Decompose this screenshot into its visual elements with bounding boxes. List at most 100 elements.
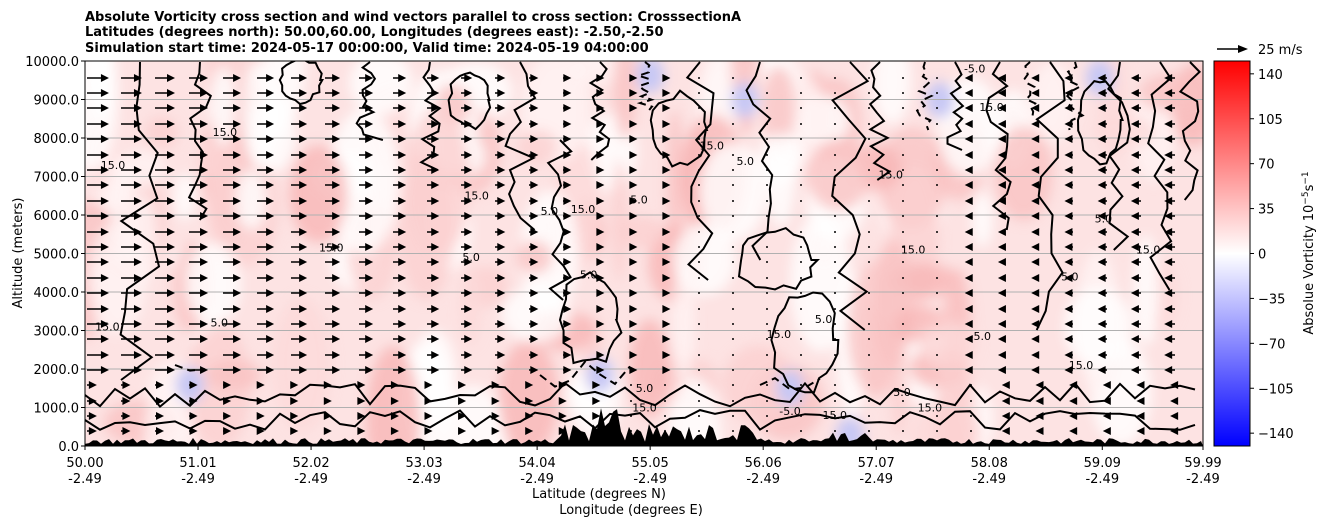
contour-label: 15.0: [1136, 244, 1161, 257]
wind-vector-head: [200, 181, 209, 189]
title-line-1: Absolute Vorticity cross section and win…: [85, 10, 741, 25]
wind-vector-head: [1130, 305, 1139, 313]
wind-vector-head: [629, 89, 638, 97]
wind-vector: [834, 338, 836, 340]
wind-vector-head: [629, 243, 638, 251]
wind-vector-head: [629, 181, 638, 189]
wind-vector-head: [398, 151, 407, 159]
wind-vector-head: [431, 289, 440, 297]
wind-vector-head: [431, 305, 440, 313]
wind-vector-head: [1035, 381, 1044, 389]
wind-vector-head: [332, 366, 341, 374]
wind-vector-head: [1164, 151, 1173, 159]
wind-vector: [868, 261, 870, 263]
wind-vector-head: [464, 228, 473, 236]
wind-vector-head: [200, 166, 209, 174]
wind-vector-head: [332, 151, 341, 159]
wind-vector-head: [497, 135, 506, 143]
wind-vector-head: [200, 74, 209, 82]
wind-vector-head: [1064, 289, 1073, 297]
wind-vector: [936, 384, 938, 386]
wind-vector: [936, 338, 938, 340]
wind-vector-head: [1031, 305, 1040, 313]
contour-label: 15.0: [464, 190, 489, 203]
wind-vector-head: [431, 197, 440, 205]
wind-vector-head: [299, 274, 308, 282]
wind-vector: [936, 261, 938, 263]
wind-vector-head: [497, 89, 506, 97]
contour-line: [1065, 61, 1085, 131]
vorticity-blob: [365, 346, 421, 446]
wind-vector-head: [332, 197, 341, 205]
wind-vector: [868, 323, 870, 325]
wind-vector-head: [299, 197, 308, 205]
wind-vector-head: [365, 151, 374, 159]
wind-vector-head: [964, 135, 973, 143]
wind-vector-head: [964, 335, 973, 343]
wind-vector-head: [233, 151, 242, 159]
wind-vector-head: [200, 135, 209, 143]
wind-vector-head: [365, 197, 374, 205]
wind-vector-head: [1064, 151, 1073, 159]
wind-vector: [766, 92, 768, 94]
wind-vector-head: [464, 305, 473, 313]
wind-vector: [698, 430, 700, 432]
wind-vector-head: [1130, 351, 1139, 359]
wind-vector-head: [964, 351, 973, 359]
wind-vector-head: [997, 228, 1006, 236]
x-tick-label-lon: -2.49: [1186, 472, 1220, 487]
wind-vector-head: [629, 289, 638, 297]
contour-label: -5.0: [779, 405, 800, 418]
wind-vector-head: [1001, 397, 1010, 405]
wind-vector-head: [497, 335, 506, 343]
wind-vector-head: [662, 151, 671, 159]
wind-vector-head: [997, 289, 1006, 297]
wind-vector-head: [1164, 212, 1173, 220]
contour-loop: [770, 291, 840, 394]
wind-vector-head: [964, 305, 973, 313]
wind-vector-head: [166, 151, 175, 159]
wind-vector-head: [530, 166, 539, 174]
wind-vector: [766, 246, 768, 248]
wind-vector-head: [100, 366, 109, 374]
wind-vector-head: [662, 289, 671, 297]
contour-label: 5.0: [636, 382, 654, 395]
wind-vector-head: [662, 181, 671, 189]
contour-line: [355, 61, 384, 141]
wind-vector: [800, 169, 802, 171]
wind-vector: [868, 184, 870, 186]
wind-vector-head: [398, 74, 407, 82]
wind-vector-head: [1136, 427, 1145, 435]
wind-vector-head: [332, 228, 341, 236]
wind-vector-head: [629, 74, 638, 82]
wind-vector-head: [458, 412, 467, 420]
wind-vector-head: [133, 228, 142, 236]
wind-vector-head: [166, 104, 175, 112]
wind-vector-head: [596, 120, 605, 128]
wind-vector-head: [332, 89, 341, 97]
wind-vector-head: [200, 258, 209, 266]
wind-vector-head: [530, 274, 539, 282]
vorticity-blob: [498, 340, 559, 446]
colorbar-tick-label: 0: [1258, 248, 1266, 263]
wind-vector-head: [133, 289, 142, 297]
vorticity-blob: [872, 239, 913, 371]
contour-line: [539, 360, 631, 388]
wind-vector-head: [431, 228, 440, 236]
wind-vector-head: [997, 120, 1006, 128]
wind-vector: [732, 123, 734, 125]
wind-vector-head: [365, 335, 374, 343]
y-tick-label: 2000.0: [34, 363, 80, 378]
wind-vector-head: [1031, 135, 1040, 143]
contour-line: [1023, 61, 1037, 121]
wind-vector-head: [200, 120, 209, 128]
wind-vector-head: [100, 135, 109, 143]
wind-vector: [868, 246, 870, 248]
wind-vector-head: [662, 320, 671, 328]
title-line-2: Latitudes (degrees north): 50.00,60.00, …: [85, 25, 664, 40]
wind-vector: [800, 277, 802, 279]
wind-vector-head: [100, 289, 109, 297]
wind-vector-head: [563, 289, 572, 297]
wind-vector-head: [1069, 412, 1078, 420]
wind-vector-head: [964, 274, 973, 282]
